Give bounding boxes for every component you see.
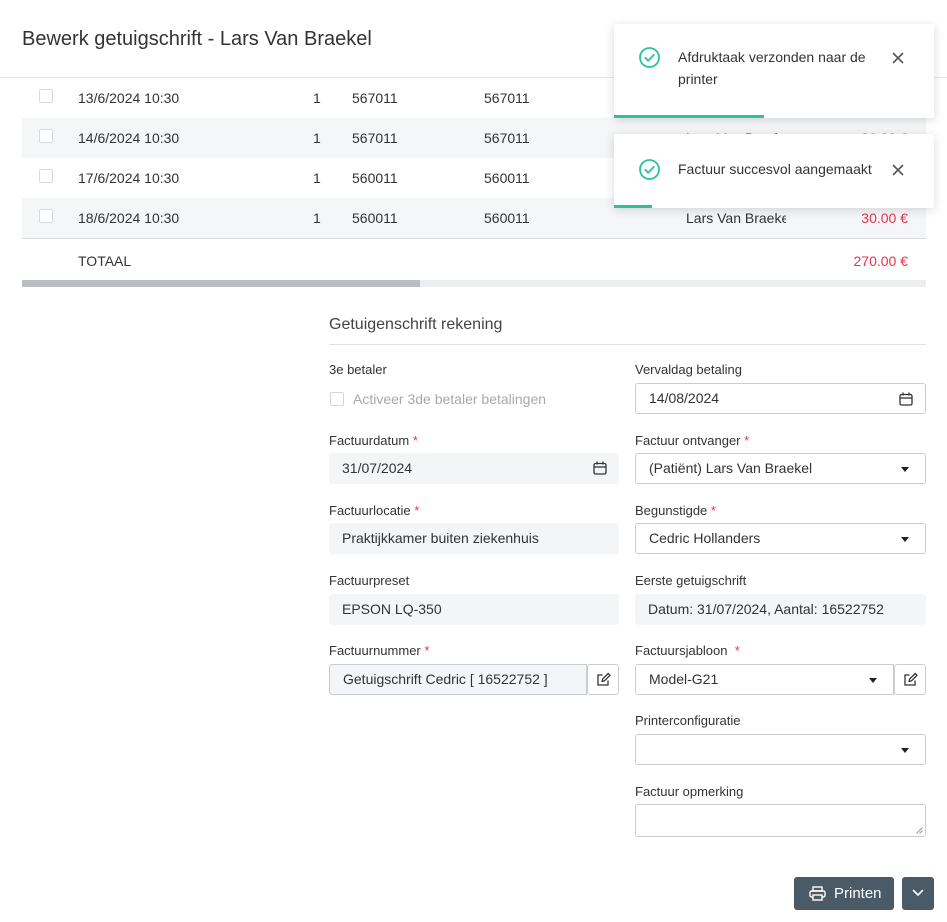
dialog-title: Bewerk getuigschrift - Lars Van Braekel xyxy=(22,28,372,50)
location-value: Praktijkkamer buiten ziekenhuis xyxy=(342,530,539,546)
row-quantity: 1 xyxy=(313,170,321,186)
row-code-2: 560011 xyxy=(484,170,530,186)
caret-down-icon xyxy=(901,467,909,472)
preset-label: Factuurpreset xyxy=(329,573,410,588)
total-label: TOTAAL xyxy=(78,253,132,269)
first-certificate-field: Datum: 31/07/2024, Aantal: 16522752 xyxy=(635,594,926,625)
template-value: Model-G21 xyxy=(649,671,719,687)
invoice-date-label: Factuurdatum * xyxy=(329,433,418,448)
section-divider xyxy=(329,344,926,345)
row-date: 17/6/2024 10:30 xyxy=(78,170,180,186)
row-code-2: 567011 xyxy=(484,90,530,106)
row-quantity: 1 xyxy=(313,130,321,146)
row-code: 567011 xyxy=(352,90,398,106)
print-options-button[interactable] xyxy=(902,877,934,910)
row-amount: 30.00 € xyxy=(861,210,908,226)
row-code: 560011 xyxy=(352,210,398,226)
invoice-number-label: Factuurnummer * xyxy=(329,643,430,658)
edit-icon xyxy=(597,672,611,686)
row-checkbox[interactable] xyxy=(39,169,53,183)
row-code-2: 560011 xyxy=(484,210,530,226)
due-date-value: 14/08/2024 xyxy=(649,390,720,406)
caret-down-icon xyxy=(869,678,877,683)
edit-icon xyxy=(904,672,918,686)
printer-icon xyxy=(809,886,826,901)
close-icon[interactable] xyxy=(892,164,904,176)
table-row: 18/6/2024 10:30 1 560011 560011 Lars Van… xyxy=(22,198,926,238)
print-button-label: Printen xyxy=(834,885,882,902)
due-date-field[interactable]: 14/08/2024 xyxy=(635,383,926,414)
caret-down-icon xyxy=(901,748,909,753)
due-date-label: Vervaldag betaling xyxy=(635,362,742,377)
print-button[interactable]: Printen xyxy=(794,877,894,910)
toast-message: Factuur succesvol aangemaakt xyxy=(678,161,872,177)
close-icon[interactable] xyxy=(892,52,904,64)
remark-textarea[interactable] xyxy=(635,804,926,837)
location-label: Factuurlocatie * xyxy=(329,503,420,518)
beneficiary-select[interactable]: Cedric Hollanders xyxy=(635,523,926,554)
edit-template-button[interactable] xyxy=(894,664,926,695)
edit-invoice-number-button[interactable] xyxy=(587,664,619,695)
preset-value: EPSON LQ-350 xyxy=(342,601,442,617)
recipient-value: (Patiënt) Lars Van Braekel xyxy=(649,460,813,476)
third-payer-label: 3e betaler xyxy=(329,362,387,377)
invoice-date-field[interactable]: 31/07/2024 xyxy=(329,453,619,484)
caret-down-icon xyxy=(901,537,909,542)
first-certificate-value: Datum: 31/07/2024, Aantal: 16522752 xyxy=(648,601,884,617)
toast-progress-bar xyxy=(614,205,653,208)
calendar-icon[interactable] xyxy=(593,461,607,475)
toast-notification: Afdruktaak verzonden naar de printer xyxy=(614,24,934,118)
row-code: 560011 xyxy=(352,170,398,186)
check-circle-icon xyxy=(639,47,660,68)
row-code-2: 567011 xyxy=(484,130,530,146)
row-date: 13/6/2024 10:30 xyxy=(78,90,180,106)
third-payer-checkbox[interactable] xyxy=(330,392,344,406)
beneficiary-value: Cedric Hollanders xyxy=(649,530,761,546)
table-row: 13/6/2024 10:30 1 567011 567011 xyxy=(22,78,926,118)
scrollbar-thumb[interactable] xyxy=(22,280,420,287)
row-patient-name: Lars Van Braeke xyxy=(686,210,786,226)
check-circle-icon xyxy=(639,159,660,180)
table-row: 17/6/2024 10:30 1 560011 560011 xyxy=(22,158,926,198)
row-quantity: 1 xyxy=(313,210,321,226)
preset-field: EPSON LQ-350 xyxy=(329,594,619,625)
horizontal-scrollbar[interactable] xyxy=(22,280,926,287)
toast-notification: Factuur succesvol aangemaakt xyxy=(614,134,934,208)
total-row: TOTAAL 270.00 € xyxy=(22,238,926,280)
location-field: Praktijkkamer buiten ziekenhuis xyxy=(329,523,619,554)
chevron-down-icon xyxy=(912,889,924,896)
invoice-date-value: 31/07/2024 xyxy=(342,460,413,476)
row-checkbox[interactable] xyxy=(39,209,53,223)
invoice-number-value: Getuigschrift Cedric [ 16522752 ] xyxy=(343,671,548,687)
row-checkbox[interactable] xyxy=(39,89,53,103)
printer-config-label: Printerconfiguratie xyxy=(635,713,741,728)
toast-progress-bar xyxy=(614,115,765,118)
sessions-table: 13/6/2024 10:30 1 567011 567011 14/6/202… xyxy=(22,78,926,287)
recipient-select[interactable]: (Patiënt) Lars Van Braekel xyxy=(635,453,926,484)
row-quantity: 1 xyxy=(313,90,321,106)
printer-config-select[interactable] xyxy=(635,734,926,765)
beneficiary-label: Begunstigde * xyxy=(635,503,716,518)
first-certificate-label: Eerste getuigschrift xyxy=(635,573,747,588)
recipient-label: Factuur ontvanger * xyxy=(635,433,750,448)
remark-label: Factuur opmerking xyxy=(635,784,744,799)
section-title: Getuigenschrift rekening xyxy=(329,316,503,333)
template-select[interactable]: Model-G21 xyxy=(635,664,894,695)
calendar-icon[interactable] xyxy=(899,392,913,406)
total-amount: 270.00 € xyxy=(853,253,909,269)
template-label: Factuursjabloon * xyxy=(635,643,740,658)
row-date: 14/6/2024 10:30 xyxy=(78,130,180,146)
row-date: 18/6/2024 10:30 xyxy=(78,210,180,226)
invoice-number-field: Getuigschrift Cedric [ 16522752 ] xyxy=(329,664,587,695)
toast-message: Afdruktaak verzonden naar de printer xyxy=(678,49,866,87)
resize-grip-icon[interactable] xyxy=(916,827,923,834)
row-checkbox[interactable] xyxy=(39,129,53,143)
third-payer-checkbox-label: Activeer 3de betaler betalingen xyxy=(353,391,547,407)
row-code: 567011 xyxy=(352,130,398,146)
